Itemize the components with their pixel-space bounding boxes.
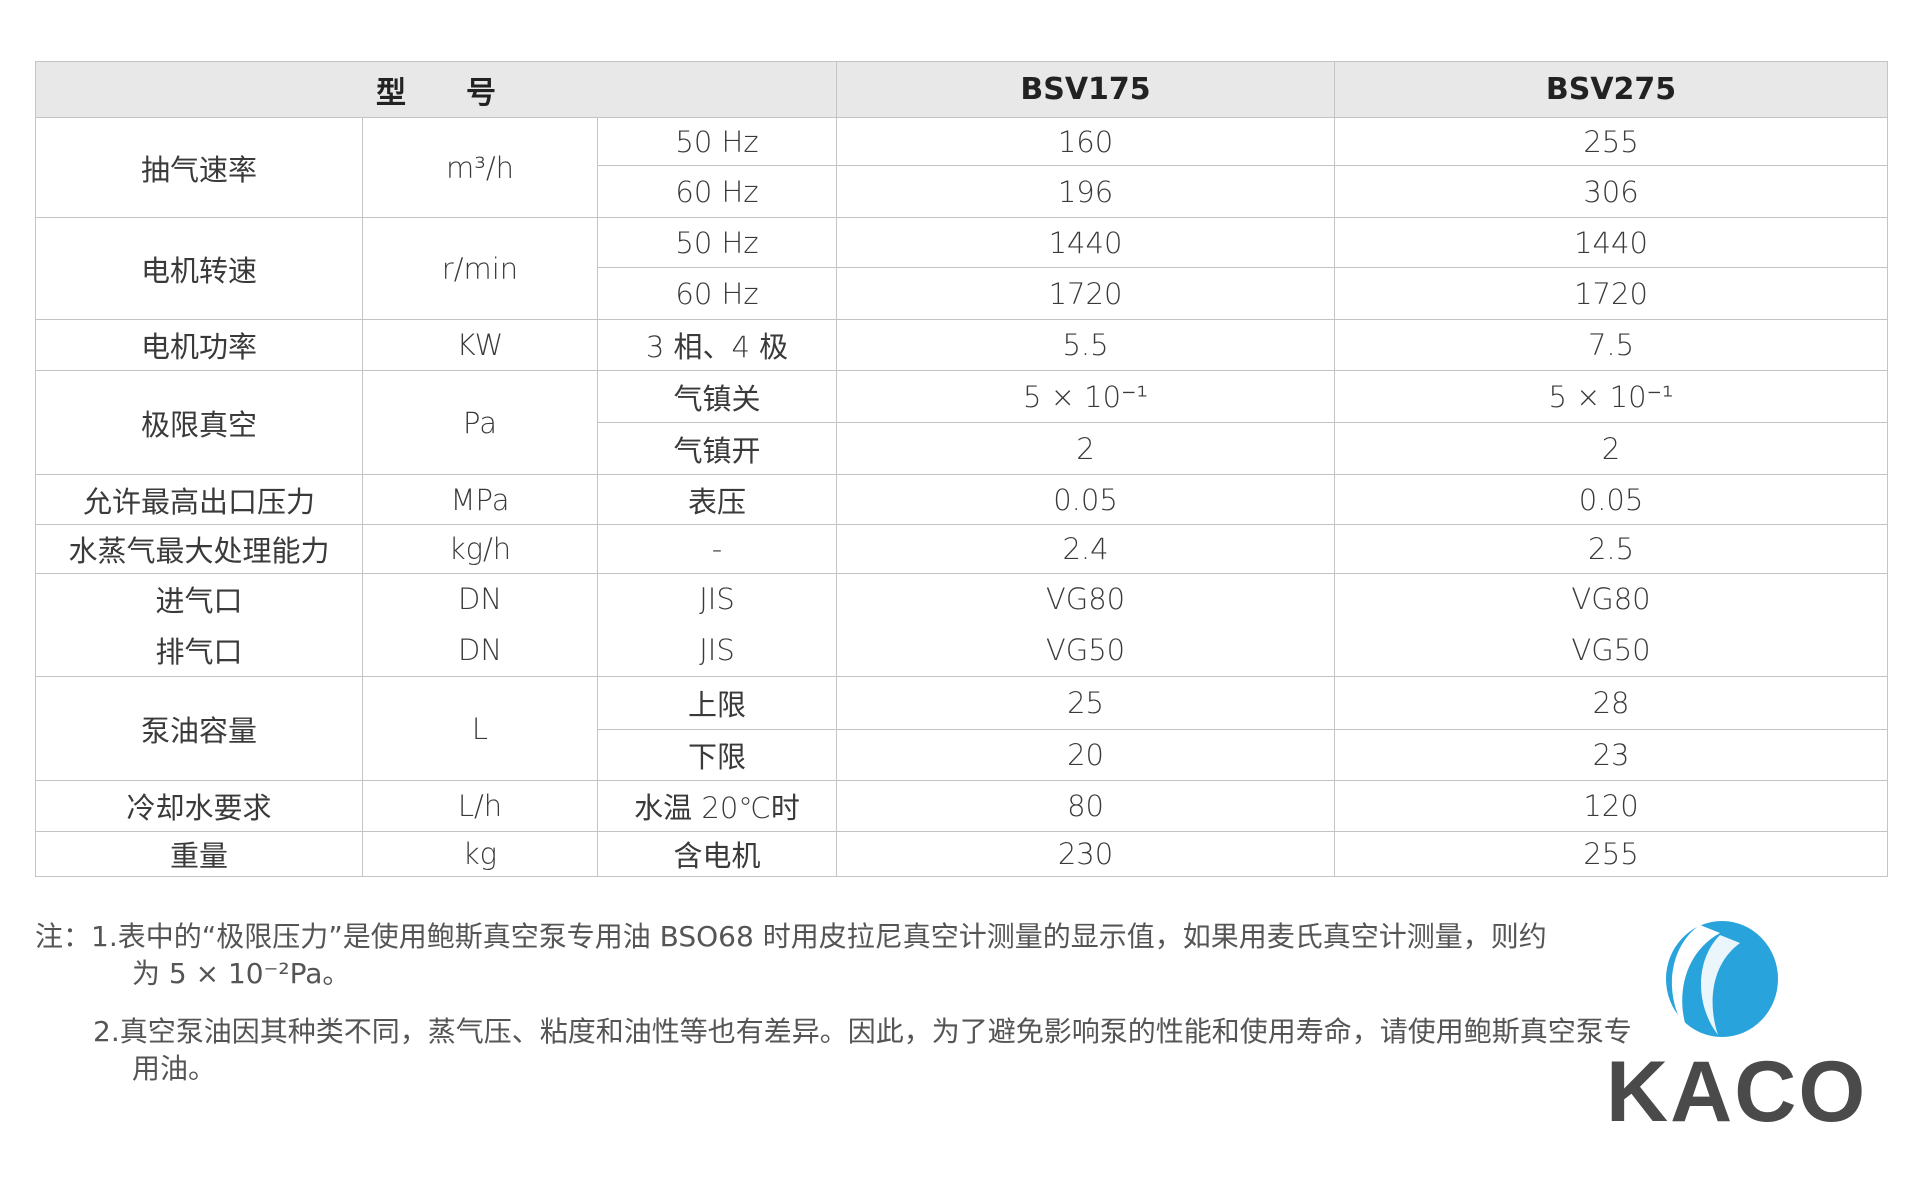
param-unit: KW — [362, 319, 598, 371]
param-name: 排气口 — [35, 624, 363, 677]
table-row: 气镇开 2 2 — [36, 422, 1889, 475]
param-unit: DN — [362, 573, 598, 625]
value-bsv175: 196 — [836, 165, 1336, 218]
value-bsv275: 2.5 — [1334, 524, 1889, 574]
value-bsv175: 5.5 — [836, 319, 1336, 371]
param-unit: Pa — [362, 370, 598, 475]
value-bsv275: VG80 — [1334, 573, 1889, 625]
table-row: 冷却水要求 L/h 水温 20℃时 80 120 — [35, 780, 1889, 832]
table-row: 极限真空 Pa 气镇关 5 × 10⁻¹ 5 × 10⁻¹ — [35, 370, 1889, 475]
table-row: 水蒸气最大处理能力 kg/h -2.4 2.5 — [35, 524, 1889, 574]
value-bsv275: 255 — [1334, 831, 1889, 877]
value-bsv175: VG50 — [836, 624, 1336, 677]
value-bsv275: VG50 — [1334, 624, 1889, 677]
condition: JIS — [596, 573, 838, 625]
note-number: 2. — [93, 1015, 120, 1048]
value-bsv175: 230 — [836, 831, 1336, 877]
value-bsv275: 1720 — [1334, 267, 1889, 320]
param-name: 电机转速 — [35, 217, 363, 320]
value-bsv275: 306 — [1334, 165, 1889, 218]
value-bsv175: VG80 — [836, 573, 1336, 625]
param-name: 进气口 — [35, 573, 363, 625]
note-text-cont: 为 5 × 10⁻²Pa。 — [132, 957, 351, 990]
condition: 下限 — [596, 729, 838, 781]
table-row: 进气口 DN JIS VG80 VG80 — [35, 573, 1889, 625]
table-row: 60 Hz 196 306 — [36, 165, 1889, 218]
param-unit: MPa — [362, 474, 598, 525]
condition: 水温 20℃时 — [596, 780, 838, 832]
notes: 注：1.表中的“极限压力”是使用鲍斯真空泵专用油 BSO68 时用皮拉尼真空计测… — [35, 918, 1632, 1087]
param-unit: r/min — [362, 217, 598, 320]
value-bsv275: 5 × 10⁻¹ — [1334, 370, 1889, 423]
table-row: 泵油容量 L 上限 25 28 — [35, 676, 1889, 781]
table-row: 电机功率 KW 3 相、4 极 5.5 7.5 — [35, 319, 1889, 371]
param-unit: kg/h — [362, 524, 598, 574]
table-row: 排气口 DN JIS VG50 VG50 — [35, 624, 1889, 677]
notes-prefix: 注： — [35, 920, 92, 953]
param-name: 泵油容量 — [35, 676, 363, 781]
param-name: 允许最高出口压力 — [35, 474, 363, 525]
header-row: 型 号 BSV175 BSV275 — [34, 61, 1889, 118]
value-bsv175: 1440 — [836, 217, 1336, 268]
condition: 气镇开 — [596, 422, 838, 475]
note-1: 注：1.表中的“极限压力”是使用鲍斯真空泵专用油 BSO68 时用皮拉尼真空计测… — [35, 918, 1632, 992]
param-unit: m³/h — [362, 117, 598, 218]
condition: - — [596, 524, 838, 574]
param-name: 水蒸气最大处理能力 — [35, 524, 363, 574]
param-unit: DN — [362, 624, 598, 677]
model-header: 型 号 — [34, 61, 838, 118]
condition: 3 相、4 极 — [596, 319, 838, 371]
value-bsv175: 160 — [836, 117, 1336, 166]
value-bsv175: 20 — [836, 729, 1336, 781]
value-bsv275: 28 — [1334, 676, 1889, 730]
value-bsv175: 0.05 — [836, 474, 1336, 525]
param-unit: L/h — [362, 780, 598, 832]
condition: JIS — [596, 624, 838, 677]
note-text: 表中的“极限压力”是使用鲍斯真空泵专用油 BSO68 时用皮拉尼真空计测量的显示… — [117, 920, 1547, 953]
param-name: 电机功率 — [35, 319, 363, 371]
condition: 60 Hz — [596, 165, 838, 218]
table-row: 电机转速 r/min 50 Hz 1440 1440 — [35, 217, 1889, 320]
value-bsv175: 5 × 10⁻¹ — [836, 370, 1336, 423]
param-unit: L — [362, 676, 598, 781]
condition: 气镇关 — [596, 370, 838, 423]
value-bsv275: 0.05 — [1334, 474, 1889, 525]
table-row: 下限 20 23 — [36, 729, 1889, 781]
condition: 60 Hz — [596, 267, 838, 320]
value-bsv275: 23 — [1334, 729, 1889, 781]
note-2: 2.真空泵油因其种类不同，蒸气压、粘度和油性等也有差异。因此，为了避免影响泵的性… — [35, 1013, 1632, 1087]
value-bsv175: 1720 — [836, 267, 1336, 320]
condition: 50 Hz — [596, 217, 838, 268]
logo-text: KACO — [1606, 1044, 1868, 1140]
condition: 含电机 — [596, 831, 838, 877]
swirl-icon — [1666, 921, 1778, 1037]
note-text-cont: 用油。 — [132, 1052, 217, 1085]
value-bsv175: 2.4 — [836, 524, 1336, 574]
param-name: 抽气速率 — [35, 117, 363, 218]
param-name: 重量 — [35, 831, 363, 877]
value-bsv275: 1440 — [1334, 217, 1889, 268]
value-bsv275: 120 — [1334, 780, 1889, 832]
condition: 50 Hz — [596, 117, 838, 166]
table-row: 重量 kg 含电机 230 255 — [35, 831, 1889, 877]
spec-table: 型 号 BSV175 BSV275 抽气速率 m³/h 50 Hz 160 255 60 … — [34, 61, 1889, 877]
note-number: 1. — [91, 920, 118, 953]
param-name: 冷却水要求 — [35, 780, 363, 832]
model-bsv275: BSV275 — [1334, 61, 1889, 118]
value-bsv275: 255 — [1334, 117, 1889, 166]
note-text: 真空泵油因其种类不同，蒸气压、粘度和油性等也有差异。因此，为了避免影响泵的性能和… — [119, 1015, 1632, 1048]
model-bsv175: BSV175 — [836, 61, 1336, 118]
condition: 上限 — [596, 676, 838, 730]
value-bsv175: 2 — [836, 422, 1336, 475]
value-bsv175: 25 — [836, 676, 1336, 730]
value-bsv275: 2 — [1334, 422, 1889, 475]
table-row: 抽气速率 m³/h 50 Hz 160 255 — [35, 117, 1889, 218]
param-name: 极限真空 — [35, 370, 363, 475]
condition: 表压 — [596, 474, 838, 525]
value-bsv175: 80 — [836, 780, 1336, 832]
value-bsv275: 7.5 — [1334, 319, 1889, 371]
param-unit: kg — [362, 831, 598, 877]
table-row: 允许最高出口压力 MPa 表压 0.05 0.05 — [35, 474, 1889, 525]
kaco-logo: KACO — [1600, 915, 1865, 1140]
